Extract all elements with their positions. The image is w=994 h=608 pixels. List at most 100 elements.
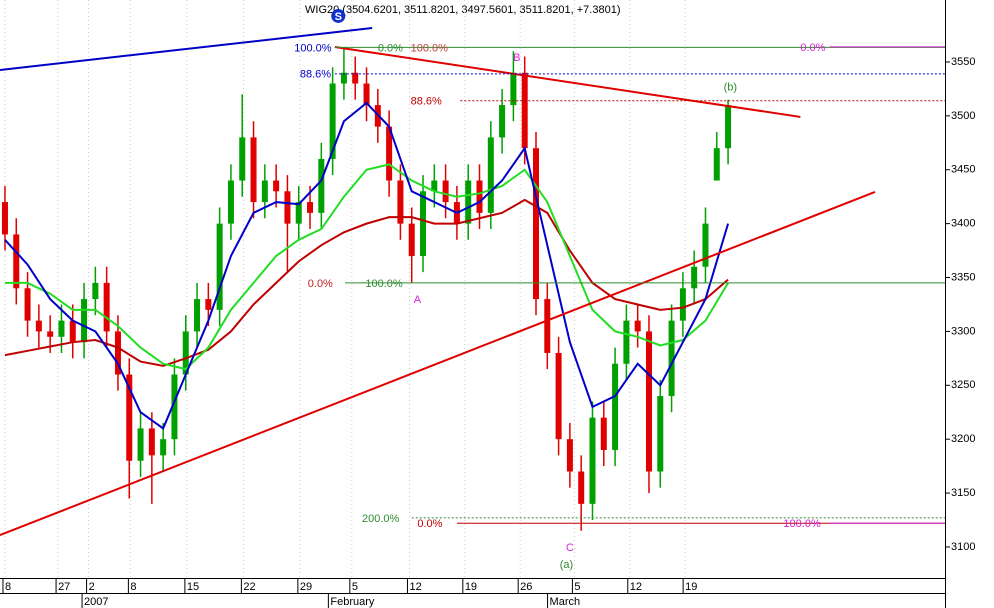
candle-body (35, 320, 42, 332)
x-tick-label: 19 (685, 581, 697, 593)
candle-body (261, 180, 268, 203)
candle-body (645, 331, 652, 472)
wave-label: C (566, 542, 574, 554)
candle-body (679, 288, 686, 321)
fib-label: 0.0% (308, 278, 333, 290)
candle-body (227, 180, 234, 224)
x-sublabel: 2007 (84, 596, 108, 608)
candle-body (612, 363, 619, 450)
x-tick-label: 22 (243, 581, 255, 593)
candle-body (295, 202, 302, 224)
fib-label: 88.6% (411, 96, 442, 108)
candle-body (657, 396, 664, 472)
y-tick-label: 3550 (951, 56, 975, 68)
candle-body (114, 331, 121, 375)
fib-label: 100.0% (365, 278, 403, 290)
y-tick-label: 3250 (951, 379, 975, 391)
candle-body (476, 180, 483, 213)
signal-marker (331, 8, 346, 23)
fib-label: 100.0% (294, 42, 332, 54)
y-tick-label: 3350 (951, 271, 975, 283)
candle-body (386, 126, 393, 181)
x-tick-label: 5 (574, 581, 580, 593)
candle-body (521, 72, 528, 149)
candle-body (137, 428, 144, 461)
candle-body (92, 282, 99, 300)
y-tick-label: 3100 (951, 541, 975, 553)
moving-average (4, 163, 729, 371)
candle-body (363, 83, 370, 106)
x-tick-label: 8 (5, 581, 11, 593)
x-tick-label: 26 (520, 581, 532, 593)
y-tick-label: 3200 (951, 433, 975, 445)
trendline (334, 46, 801, 118)
candle-body (160, 439, 167, 456)
candle-body (442, 180, 449, 203)
x-tick-label: 12 (409, 581, 421, 593)
candle-body (69, 320, 76, 343)
candle-body (634, 320, 641, 332)
candle-body (465, 180, 472, 224)
candle-body (589, 417, 596, 504)
candle-body (307, 202, 314, 213)
candle-body (194, 299, 201, 332)
candle-body (408, 223, 415, 256)
x-tick-label: 15 (187, 581, 199, 593)
candle-body (126, 374, 133, 461)
wave-label: B (513, 52, 520, 64)
candle-body (725, 105, 732, 149)
candle-body (1, 202, 8, 235)
candle-body (239, 137, 246, 181)
y-tick-label: 3400 (951, 218, 975, 230)
wave-label: A (414, 294, 422, 306)
candle-body (397, 180, 404, 224)
candle-body (499, 105, 506, 138)
y-tick-label: 3150 (951, 487, 975, 499)
wave-label: (a) (560, 559, 573, 571)
y-tick-label: 3500 (951, 110, 975, 122)
plot-area (0, 0, 945, 578)
trendline (0, 191, 876, 537)
candle-body (47, 331, 54, 337)
x-tick-label: 8 (130, 581, 136, 593)
fib-label: 88.6% (300, 69, 331, 81)
x-sublabel: March (550, 596, 581, 608)
chart-title: WIG20 (3504.6201, 3511.8201, 3497.5601, … (305, 4, 621, 16)
candle-body (532, 148, 539, 300)
candle-body (216, 223, 223, 310)
candle-body (487, 137, 494, 213)
candle-body (566, 439, 573, 472)
candle-body (273, 180, 280, 192)
candle-body (578, 471, 585, 504)
candle-body (352, 72, 359, 84)
candle-body (555, 352, 562, 440)
fib-label: 0.0% (800, 42, 825, 54)
candle-body (13, 234, 20, 289)
x-tick-label: 19 (465, 581, 477, 593)
moving-average (4, 198, 729, 367)
fib-label: 0.0% (417, 518, 442, 530)
x-tick-label: 2 (89, 581, 95, 593)
moving-average (4, 101, 730, 430)
candle-body (623, 320, 630, 364)
candle-body (171, 374, 178, 440)
y-tick-label: 3450 (951, 164, 975, 176)
wave-label: (b) (724, 82, 737, 94)
x-sublabel: February (330, 596, 375, 608)
candle-body (713, 148, 720, 181)
candle-body (103, 282, 110, 332)
candle-body (431, 180, 438, 192)
trendline (0, 27, 373, 71)
x-tick-label: 5 (352, 581, 358, 593)
candle-body (250, 137, 257, 203)
candle-body (58, 320, 65, 337)
candle-body (668, 320, 675, 397)
candle-body (600, 417, 607, 450)
fib-label: 100.0% (783, 518, 821, 530)
candle-body (318, 158, 325, 213)
candle-body (81, 299, 88, 343)
fib-label: 100.0% (411, 42, 449, 54)
x-tick-label: 12 (630, 581, 642, 593)
